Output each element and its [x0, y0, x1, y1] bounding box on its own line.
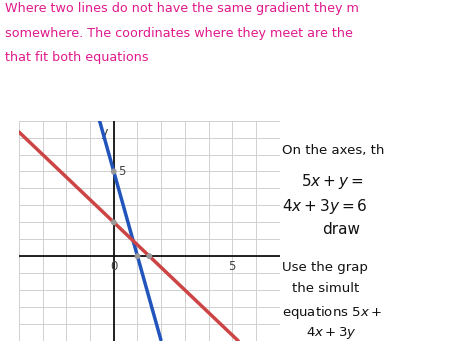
Text: $4x + 3y$: $4x + 3y$ [306, 325, 356, 341]
Text: draw: draw [322, 222, 360, 237]
Point [110, 219, 118, 225]
Text: On the axes, th: On the axes, th [282, 144, 384, 157]
Text: the simult: the simult [292, 282, 359, 295]
Point [110, 169, 118, 174]
Text: y: y [100, 126, 108, 139]
Point [146, 253, 153, 259]
Text: 5: 5 [118, 165, 126, 178]
Text: somewhere. The coordinates where they meet are the: somewhere. The coordinates where they me… [5, 27, 353, 40]
Text: equations $5x +$: equations $5x +$ [282, 304, 382, 321]
Text: Use the grap: Use the grap [282, 261, 368, 274]
Text: 0: 0 [110, 260, 118, 273]
Text: Where two lines do not have the same gradient they m: Where two lines do not have the same gra… [5, 2, 359, 15]
Text: that fit both equations: that fit both equations [5, 51, 148, 65]
Text: $5x + y =$: $5x + y =$ [301, 172, 364, 191]
Point [134, 253, 141, 259]
Text: 5: 5 [228, 260, 236, 273]
Text: $4x + 3y = 6$: $4x + 3y = 6$ [282, 197, 368, 216]
